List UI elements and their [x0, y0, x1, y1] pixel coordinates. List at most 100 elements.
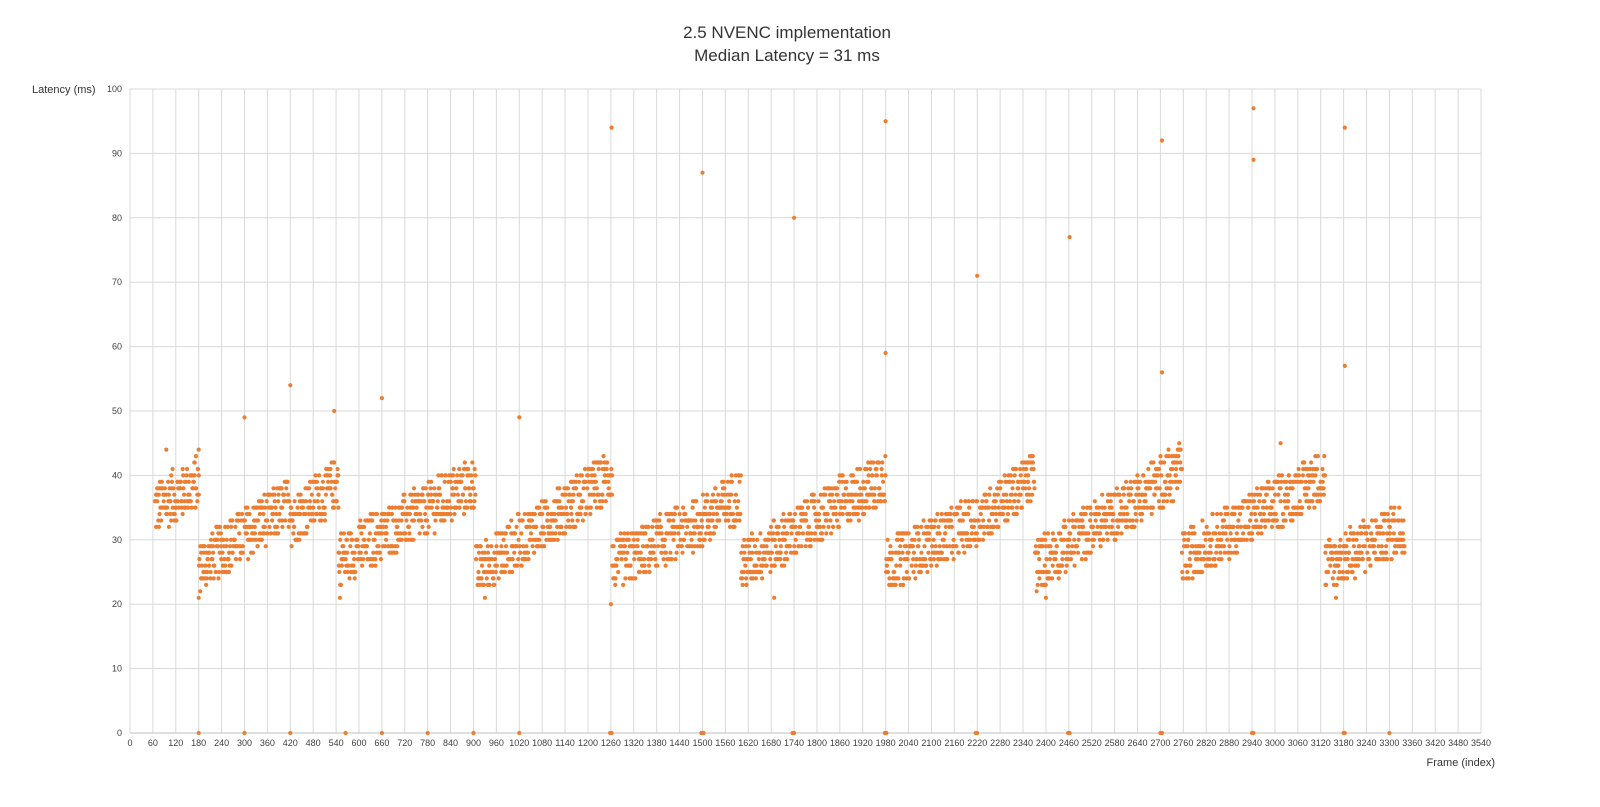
y-tick-label: 90 [112, 148, 122, 158]
data-point [459, 499, 464, 504]
data-point [328, 473, 333, 478]
data-point [563, 505, 569, 510]
data-point [438, 492, 443, 497]
data-point [1372, 537, 1378, 542]
data-point [224, 544, 229, 549]
data-point [713, 486, 718, 491]
data-point [569, 511, 574, 517]
data-point [646, 563, 652, 568]
data-point [1010, 486, 1015, 491]
data-point [316, 492, 321, 497]
data-point [571, 492, 576, 497]
data-point [621, 582, 626, 588]
data-point [239, 511, 245, 517]
data-point [510, 557, 515, 562]
data-point [898, 544, 903, 549]
data-point [939, 550, 945, 555]
data-point [257, 511, 262, 517]
data-point [169, 518, 174, 523]
data-point [1362, 544, 1367, 549]
data-point [727, 505, 732, 510]
data-point [1124, 505, 1129, 510]
data-point [901, 576, 906, 581]
y-tick-label: 20 [112, 599, 122, 609]
x-tick-label: 540 [329, 738, 344, 748]
data-point [516, 557, 521, 562]
data-point [1148, 486, 1153, 491]
data-point [984, 499, 989, 504]
data-point [242, 518, 247, 523]
data-point [210, 557, 215, 562]
data-point [1330, 576, 1335, 581]
data-point [175, 499, 180, 504]
data-point [959, 537, 964, 542]
data-point [1042, 563, 1047, 568]
data-point [954, 544, 959, 549]
data-point [485, 550, 491, 555]
data-point [1385, 511, 1390, 517]
data-point [755, 537, 760, 542]
data-point [835, 492, 840, 497]
data-point [1180, 569, 1185, 575]
data-point [722, 486, 727, 491]
data-point [700, 544, 705, 549]
data-point [916, 537, 922, 542]
data-point [514, 524, 519, 530]
data-point [402, 499, 407, 504]
data-point [643, 569, 649, 575]
data-point [975, 730, 980, 736]
data-point [1246, 524, 1251, 530]
data-point [1174, 466, 1179, 472]
data-point [457, 505, 462, 510]
data-point [414, 505, 419, 510]
data-point [1064, 550, 1070, 555]
data-point [613, 576, 618, 581]
data-point [833, 511, 838, 517]
data-point [1096, 511, 1102, 517]
data-point [426, 524, 431, 530]
data-point [1014, 511, 1019, 517]
data-point [307, 486, 312, 491]
data-point [461, 511, 467, 517]
data-point [609, 492, 615, 497]
data-point [1382, 518, 1387, 523]
data-point [599, 505, 604, 510]
data-point [1401, 518, 1406, 523]
data-point [411, 518, 417, 523]
data-point [460, 492, 465, 497]
data-point [576, 479, 582, 484]
data-point [411, 486, 417, 491]
data-point [1368, 563, 1373, 568]
data-point [971, 499, 976, 504]
data-point [271, 486, 276, 491]
data-point [1324, 582, 1329, 588]
data-point [165, 505, 170, 510]
data-point [781, 511, 786, 517]
data-point [768, 557, 773, 562]
data-point [1296, 473, 1301, 478]
x-tick-label: 2700 [1150, 738, 1170, 748]
data-point [1018, 492, 1023, 497]
data-point [542, 544, 547, 549]
data-point [455, 473, 460, 478]
data-point [1258, 511, 1263, 517]
data-point [672, 531, 677, 536]
data-point [1166, 454, 1171, 459]
data-point [419, 518, 424, 523]
data-point [874, 466, 879, 472]
data-point [1348, 524, 1353, 530]
data-point [1108, 499, 1113, 504]
data-point [1377, 557, 1382, 562]
data-point [442, 518, 447, 523]
data-point [1384, 544, 1389, 549]
data-point [479, 563, 485, 568]
data-point [242, 730, 247, 736]
data-point [1321, 486, 1326, 491]
x-tick-label: 1560 [715, 738, 735, 748]
data-point [858, 486, 863, 491]
data-point [596, 466, 601, 472]
data-point [1163, 492, 1168, 497]
data-point [343, 730, 348, 736]
data-point [172, 492, 177, 497]
data-point [805, 499, 810, 504]
